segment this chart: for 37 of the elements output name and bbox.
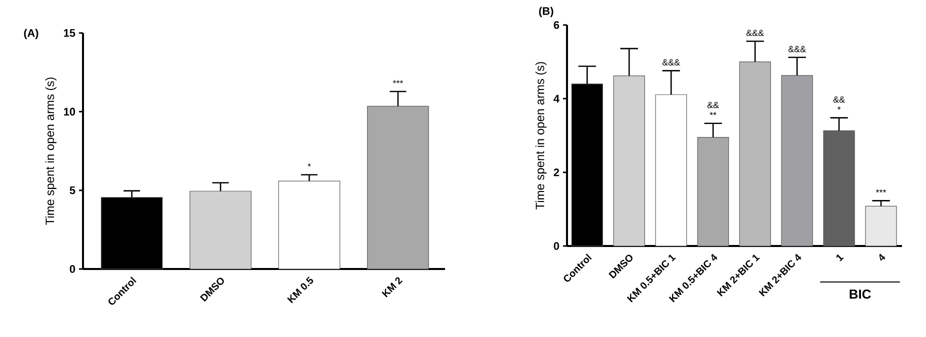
y-axis-title: Time spent in open arms (s) xyxy=(45,78,56,225)
x-tick-label: KM 0.5 xyxy=(287,276,314,304)
annotation: ** xyxy=(710,112,716,116)
bar xyxy=(190,190,252,270)
x-tick-label: KM 2 xyxy=(382,277,403,298)
bar xyxy=(655,94,687,246)
y-axis-title: Time spent in open arms (s) xyxy=(535,62,547,210)
bar xyxy=(278,180,340,270)
y-tick-label: 5 xyxy=(70,186,76,194)
annotation: && xyxy=(833,96,845,103)
annotation: &&& xyxy=(662,59,680,66)
bar xyxy=(823,130,855,246)
y-tick-label: 4 xyxy=(554,94,560,102)
annotation: * xyxy=(308,163,311,167)
annotation: && xyxy=(707,102,719,108)
text: BIC xyxy=(850,290,871,299)
chart-title: (B) xyxy=(539,6,554,18)
y-tick-label: 2 xyxy=(554,168,560,176)
annotation: &&& xyxy=(788,46,806,52)
y-tick-label: 0 xyxy=(70,265,76,273)
x-tick-label: 1 xyxy=(836,254,844,262)
y-tick-label: 15 xyxy=(64,29,76,37)
bar xyxy=(739,62,771,246)
y-tick-label: 6 xyxy=(554,21,560,29)
bar xyxy=(613,76,645,246)
annotation: * xyxy=(837,106,841,110)
bar xyxy=(781,75,813,246)
annotation: *** xyxy=(876,189,886,192)
bar xyxy=(697,137,729,246)
annotation: *** xyxy=(392,80,404,84)
y-tick-label: 0 xyxy=(554,242,560,250)
bar xyxy=(367,106,429,270)
chart-title: (A) xyxy=(24,28,38,40)
x-tick-label: 4 xyxy=(879,254,886,261)
bar xyxy=(865,206,897,246)
y-tick-label: 10 xyxy=(64,108,76,116)
annotation: &&& xyxy=(746,30,764,36)
